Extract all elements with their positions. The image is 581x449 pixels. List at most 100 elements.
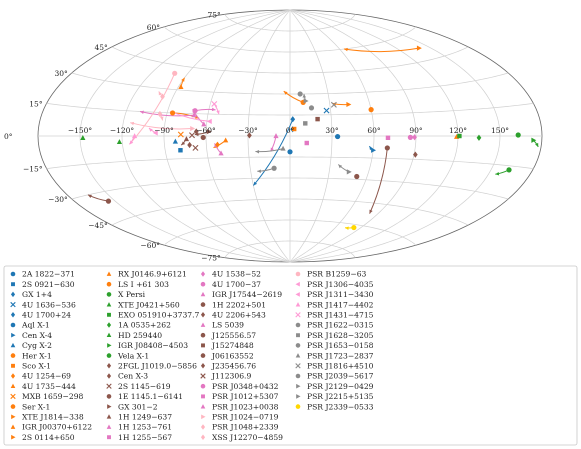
lat-tick-label: −60° <box>140 241 160 250</box>
track-arrowhead <box>129 140 134 145</box>
legend-label: PSR J1012+5307 <box>212 392 279 401</box>
source-marker <box>291 126 297 132</box>
legend-marker <box>200 373 206 379</box>
source-marker <box>200 134 206 141</box>
source-marker <box>412 134 417 141</box>
track-arrowhead <box>535 142 539 147</box>
lat-tick-label: −45° <box>88 221 108 230</box>
source-marker <box>303 98 309 104</box>
track-arrowhead <box>194 132 199 137</box>
track-arrowhead <box>140 110 144 114</box>
legend-marker <box>200 271 206 277</box>
source-track <box>253 119 294 186</box>
track-arrowhead <box>158 91 162 96</box>
source-marker <box>116 139 123 145</box>
source-marker <box>178 84 184 90</box>
meridian-line <box>121 9 291 263</box>
source-marker <box>192 144 199 151</box>
track-arrowhead <box>344 226 349 230</box>
legend-label: HD 259440 <box>118 331 162 340</box>
legend-marker <box>296 383 301 389</box>
legend-marker <box>200 404 206 409</box>
source-marker <box>303 121 308 126</box>
source-marker <box>80 135 86 140</box>
legend-label: 4U 1636−536 <box>22 300 76 309</box>
source-marker <box>346 101 352 108</box>
legend-label: PSR J1653−0158 <box>307 341 374 350</box>
legend-marker <box>10 424 16 429</box>
legend-label: PSR J1431−4715 <box>307 311 374 320</box>
legend-label: 1A 0535+262 <box>118 321 171 330</box>
legend-marker <box>200 332 206 338</box>
source-marker <box>280 145 286 151</box>
legend-label: IGR J00370+6122 <box>22 423 92 432</box>
legend-label: PSR J1723−2837 <box>307 351 374 360</box>
legend-label: PSR J0348+0432 <box>212 382 279 391</box>
legend-marker <box>10 393 16 400</box>
source-marker <box>190 125 196 132</box>
source-marker <box>201 121 207 127</box>
source-marker <box>132 133 138 139</box>
lat-tick-label: 45° <box>95 43 109 52</box>
track-arrowhead <box>283 91 288 95</box>
legend-marker <box>200 291 206 297</box>
lon-tick-label: 90° <box>409 126 423 135</box>
source-marker <box>297 91 303 97</box>
legend-marker <box>200 322 206 327</box>
legend-label: Sco X-1 <box>22 362 51 371</box>
lat-tick-label: 30° <box>54 69 68 78</box>
legend-frame <box>3 265 578 446</box>
legend-label: LS I +61 303 <box>118 280 169 289</box>
track-arrowhead <box>181 77 185 82</box>
legend-label: 2S 1145−619 <box>118 382 171 391</box>
legend-marker <box>106 414 112 419</box>
legend-label: 4U 1700−37 <box>212 280 261 289</box>
legend-marker <box>295 343 301 348</box>
lon-tick-label: 120° <box>449 126 467 135</box>
legend-label: PSR J1816+4510 <box>307 362 374 371</box>
meridian-line <box>289 9 333 263</box>
legend-marker <box>11 434 16 440</box>
legend-marker <box>200 353 206 358</box>
legend-marker <box>10 312 16 318</box>
legend-marker <box>200 312 206 318</box>
source-marker <box>323 107 330 114</box>
meridian-line <box>289 9 375 263</box>
legend-label: Her X-1 <box>22 351 52 360</box>
source-marker <box>385 135 391 140</box>
source-marker <box>354 173 360 180</box>
source-marker <box>183 136 190 142</box>
legend-label: Aql X-1 <box>21 321 50 330</box>
lat-tick-label: 15° <box>29 99 43 108</box>
legend-label: X Persi <box>118 290 146 299</box>
legend-label: 4U 1700+24 <box>22 311 71 320</box>
track-arrowhead <box>253 181 258 186</box>
legend-label: GX 301−2 <box>118 402 158 411</box>
legend-label: XTE J1814−338 <box>22 413 84 422</box>
source-marker <box>416 45 422 51</box>
legend-label: XSS J12270−4859 <box>212 433 283 442</box>
meridian-line <box>163 9 291 263</box>
legend-label: PSR J1306−4035 <box>307 280 374 289</box>
legend-label: IGR J08408−4503 <box>118 341 188 350</box>
legend-label: Cen X-4 <box>22 331 52 340</box>
legend-marker <box>107 404 112 409</box>
legend-label: J125556.57 <box>211 331 256 340</box>
legend-marker <box>295 312 301 318</box>
legend-label: Cen X-3 <box>118 372 148 381</box>
source-marker <box>157 110 163 118</box>
source-marker <box>169 110 176 116</box>
legend-marker <box>106 353 112 358</box>
axis-tick-labels: 75° 60° 45° 30° 15° 0° −15° −30° −45° −60° −75° 150… <box>4 10 509 262</box>
source-marker <box>407 134 413 140</box>
source-marker <box>187 141 192 149</box>
source-marker <box>172 138 178 144</box>
legend-label: PSR J1048+2339 <box>212 423 279 432</box>
legend-marker <box>201 394 205 399</box>
legend-label: J06163552 <box>211 351 254 360</box>
source-marker <box>193 128 199 135</box>
source-marker <box>105 198 112 204</box>
source-track <box>343 47 420 53</box>
source-track <box>130 122 193 130</box>
